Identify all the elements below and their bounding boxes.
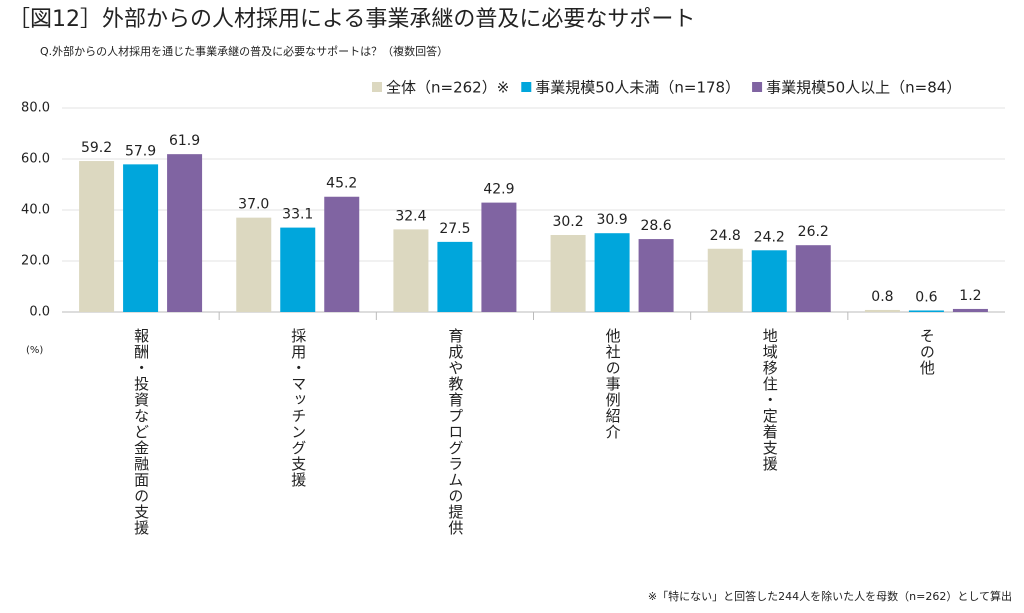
bar	[795, 245, 831, 312]
data-label: 30.9	[596, 212, 627, 228]
bar	[236, 217, 272, 312]
bar	[123, 164, 159, 312]
bar	[167, 154, 203, 312]
data-label: 30.2	[552, 214, 583, 230]
bar	[437, 241, 473, 312]
data-label: 33.1	[282, 207, 313, 223]
data-label: 24.8	[710, 228, 741, 244]
data-label: 0.8	[871, 289, 893, 305]
legend-swatch	[372, 82, 382, 92]
y-tick-label: 80.0	[21, 101, 50, 116]
legend-swatch	[521, 82, 532, 92]
bar	[751, 250, 787, 312]
data-label: 61.9	[169, 133, 200, 149]
data-label: 24.2	[754, 229, 785, 245]
legend-label: 事業規模50人以上（n=84）	[766, 79, 961, 97]
chart-title: ［図12］外部からの人材採用による事業承継の普及に必要なサポート	[8, 7, 695, 32]
footnote: ※「特にない」と回答した244人を除いた人を母数（n=262）として算出	[648, 589, 1012, 603]
data-label: 59.2	[81, 140, 112, 156]
legend-swatch	[752, 82, 763, 92]
bar	[638, 239, 674, 312]
x-tick-label: 地域移住・定着支援	[761, 328, 779, 472]
unit-label: (%)	[26, 345, 43, 356]
legend-label: 事業規模50人未満（n=178）	[535, 79, 740, 97]
y-tick-label: 20.0	[21, 254, 50, 269]
x-tick-label: その他	[918, 328, 936, 376]
data-label: 26.2	[798, 224, 829, 240]
x-tick-label: 報酬・投資など金融面の支援	[132, 328, 150, 536]
data-label: 32.4	[395, 208, 426, 224]
data-label: 37.0	[238, 197, 269, 213]
data-label: 28.6	[640, 218, 671, 234]
x-tick-label: 採用・マッチング支援	[289, 328, 307, 488]
data-label: 27.5	[439, 221, 470, 237]
y-tick-label: 0.0	[29, 305, 50, 320]
bar	[280, 227, 316, 312]
y-tick-label: 60.0	[21, 152, 50, 167]
bar	[481, 202, 517, 312]
bar	[79, 161, 115, 312]
bar	[908, 310, 944, 312]
legend-label: 全体（n=262）※	[386, 79, 509, 97]
data-label: 42.9	[483, 182, 514, 198]
data-label: 1.2	[959, 288, 981, 304]
bar	[324, 196, 360, 312]
x-tick-label: 他社の事例紹介	[604, 328, 622, 440]
bar	[952, 308, 988, 312]
bar	[707, 248, 743, 312]
bar	[393, 229, 429, 312]
y-tick-label: 40.0	[21, 203, 50, 218]
data-label: 0.6	[915, 289, 937, 305]
chart-subtitle: Q.外部からの人材採用を通じた事業承継の普及に必要なサポートは？（複数回答）	[40, 44, 448, 58]
x-tick-label: 育成や教育プログラムの提供	[446, 328, 464, 536]
bar	[594, 233, 630, 312]
data-label: 57.9	[125, 143, 156, 159]
data-label: 45.2	[326, 176, 357, 192]
bar	[864, 309, 900, 312]
bar	[550, 234, 586, 312]
